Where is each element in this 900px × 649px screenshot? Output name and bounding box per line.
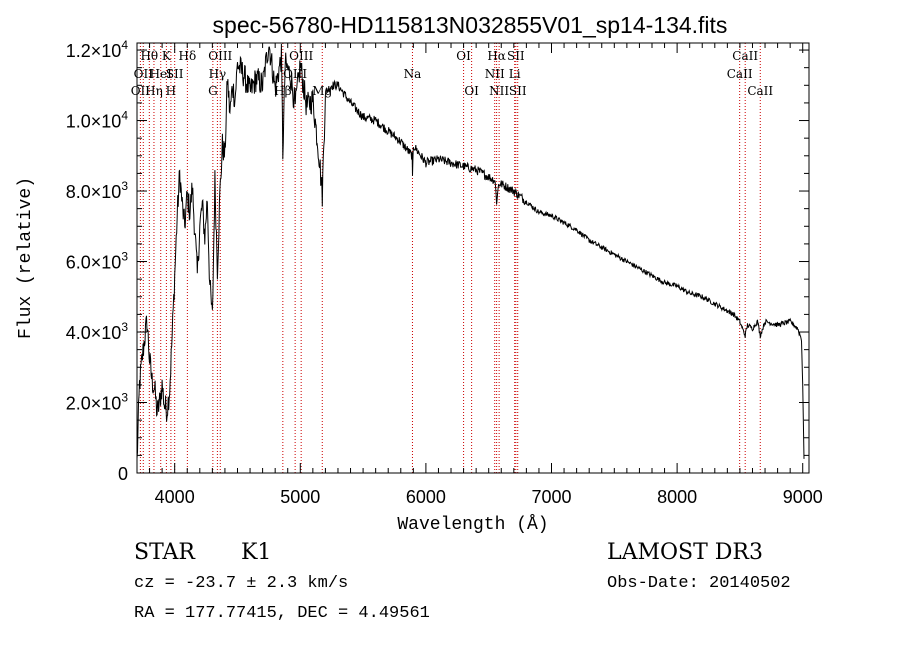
observation-date: Obs-Date: 20140502 <box>607 574 791 593</box>
object-subclass: K1 <box>241 540 272 565</box>
x-axis: 4000 5000 6000 7000 8000 9000 <box>136 43 823 507</box>
redshift-cz: cz = -23.7 ± 2.3 km/s <box>134 574 349 593</box>
coordinates: RA = 177.77415, DEC = 4.49561 <box>134 604 430 623</box>
line-label-hγ: Hγ <box>209 67 227 81</box>
y-tick-label: 4.0×103 <box>66 320 129 343</box>
line-label-oii: OII <box>134 67 154 81</box>
y-tick-label: 2.0×103 <box>66 391 129 414</box>
y-tick-label: 8.0×103 <box>66 179 129 202</box>
line-label-caii: CaII <box>747 84 773 98</box>
x-tick-label: 7000 <box>531 487 571 507</box>
y-tick-label: 1.2×104 <box>66 38 129 61</box>
line-label-hη: Hη <box>145 84 163 98</box>
x-axis-label: Wavelength (Å) <box>397 514 548 535</box>
plot-frame <box>136 42 810 474</box>
line-label-oi: OI <box>464 84 479 98</box>
spectral-line-labels: OII OII Hθ Hη HeI K H SII Hδ G Hγ OIII Hβ OIII OIII Mg N… <box>131 49 774 98</box>
line-label-li: Li <box>509 67 521 81</box>
y-axis-label: Flux (relative) <box>16 177 36 339</box>
line-label-hδ: Hδ <box>179 49 197 63</box>
line-label-oi: OI <box>456 49 471 63</box>
y-axis: 0 2.0×103 4.0×103 6.0×103 8.0×103 1.0×104 1.2×… <box>66 38 809 484</box>
line-label-g: G <box>208 84 218 98</box>
line-label-nii: NII <box>485 67 505 81</box>
x-tick-label: 5000 <box>280 487 320 507</box>
line-label-hei: HeI <box>150 67 173 81</box>
line-label-sii: SII <box>507 49 525 63</box>
spectral-line-markers <box>139 43 761 473</box>
line-label-caii: CaII <box>727 67 753 81</box>
line-label-h: H <box>166 84 176 98</box>
x-tick-label: 8000 <box>657 487 697 507</box>
x-tick-label: 6000 <box>406 487 446 507</box>
y-tick-label: 6.0×103 <box>66 250 129 273</box>
line-label-caii: CaII <box>732 49 758 63</box>
line-label-sii: SII <box>166 67 184 81</box>
spectrum-line <box>136 43 805 459</box>
line-label-nii: NII <box>489 84 509 98</box>
line-label-hθ: Hθ <box>140 49 158 63</box>
line-label-oii: OII <box>131 84 151 98</box>
line-label-hβ: Hβ <box>274 84 291 98</box>
line-label-mg: Mg <box>312 84 332 98</box>
line-label-na: Na <box>404 67 422 81</box>
y-tick-label: 0 <box>118 464 128 484</box>
line-label-hα: Hα <box>487 49 506 63</box>
line-label-oiii: OIII <box>283 67 307 81</box>
y-tick-label: 1.0×104 <box>66 109 129 132</box>
line-label-sii: SII <box>509 84 527 98</box>
line-label-oiii: OIII <box>289 49 313 63</box>
line-label-k: K <box>162 49 172 63</box>
line-label-oiii: OIII <box>208 49 232 63</box>
survey-name: LAMOST DR3 <box>607 540 763 565</box>
x-tick-label: 9000 <box>783 487 823 507</box>
x-tick-label: 4000 <box>155 487 195 507</box>
chart-title: spec-56780-HD115813N032855V01_sp14-134.f… <box>213 12 728 38</box>
object-class: STAR <box>134 540 195 565</box>
